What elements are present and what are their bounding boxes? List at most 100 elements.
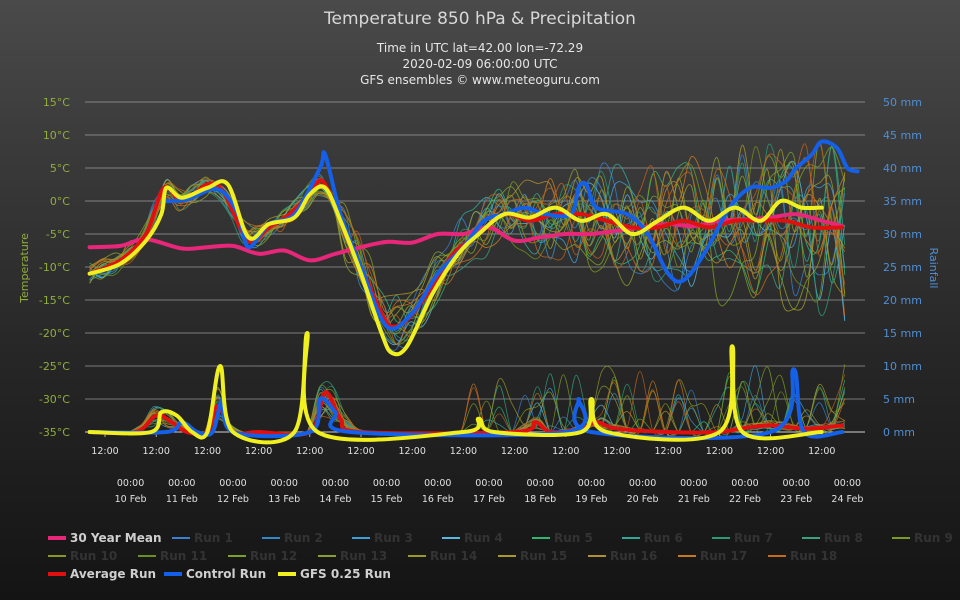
legend-label: Run 10 (70, 549, 117, 563)
x-date-label: 19 Feb (575, 494, 607, 505)
x-date-label: 11 Feb (166, 494, 198, 505)
legend-item[interactable]: Run 18 (768, 549, 837, 563)
legend-item[interactable]: Run 7 (712, 531, 773, 545)
x-tick-label-noon: 12:00 (194, 446, 221, 457)
x-date-label: 24 Feb (831, 494, 863, 505)
legend-label: Run 9 (914, 531, 953, 545)
x-date-label: 17 Feb (473, 494, 505, 505)
x-tick-label-noon: 12:00 (808, 446, 835, 457)
x-tick-label-midnight: 00:00 (578, 478, 605, 489)
legend-item[interactable]: Run 15 (498, 549, 567, 563)
temperature-tick-label: -15°C (39, 294, 70, 307)
x-tick-label-midnight: 00:00 (322, 478, 349, 489)
legend-item[interactable]: Average Run (48, 567, 156, 581)
legend-label: Run 14 (430, 549, 477, 563)
legend-item[interactable]: Run 17 (678, 549, 747, 563)
x-tick-label-midnight: 00:00 (424, 478, 451, 489)
x-tick-label-noon: 12:00 (603, 446, 630, 457)
legend-item[interactable]: Run 12 (228, 549, 297, 563)
grid-lines (85, 101, 865, 433)
legend-item[interactable]: Run 3 (352, 531, 413, 545)
gfs-0-25-run-temperature-line (87, 179, 824, 357)
legend-label: Run 5 (554, 531, 593, 545)
legend-label: 30 Year Mean (70, 531, 162, 545)
legend-item[interactable]: Run 4 (442, 531, 503, 545)
legend-item[interactable]: Run 14 (408, 549, 477, 563)
x-tick-label-midnight: 00:00 (168, 478, 195, 489)
legend-label: GFS 0.25 Run (300, 567, 391, 581)
gfs-0-25-run-rainfall-line (87, 331, 824, 445)
legend-item[interactable]: Run 6 (622, 531, 683, 545)
legend: 30 Year Mean Run 1 Run 2 Run 3 Run 4 Run 5 Run… (48, 531, 953, 581)
control-run-temperature-line (164, 139, 860, 331)
x-tick-label-midnight: 00:00 (373, 478, 400, 489)
legend-label: Run 15 (520, 549, 567, 563)
subtitle-line-3: GFS ensembles © www.meteoguru.com (360, 73, 600, 87)
legend-item[interactable]: Control Run (164, 567, 266, 581)
temperature-tick-label: -20°C (39, 327, 70, 340)
x-tick-label-midnight: 00:00 (680, 478, 707, 489)
legend-item[interactable]: Run 2 (262, 531, 323, 545)
legend-item[interactable]: Run 5 (532, 531, 593, 545)
temperature-tick-label: 15°C (43, 96, 70, 109)
legend-item[interactable]: Run 8 (802, 531, 863, 545)
x-tick-label-midnight: 00:00 (219, 478, 246, 489)
rainfall-tick-label: 5 mm (883, 393, 915, 406)
rainfall-tick-label: 30 mm (883, 228, 922, 241)
x-tick-label-noon: 12:00 (245, 446, 272, 457)
rainfall-tick-label: 15 mm (883, 327, 922, 340)
x-tick-label-midnight: 00:00 (527, 478, 554, 489)
temperature-tick-label: 10°C (43, 129, 70, 142)
legend-label: Run 6 (644, 531, 683, 545)
x-date-label: 10 Feb (115, 494, 147, 505)
legend-label: Run 11 (160, 549, 207, 563)
x-tick-label-midnight: 00:00 (629, 478, 656, 489)
x-date-label: 14 Feb (319, 494, 351, 505)
x-date-label: 15 Feb (371, 494, 403, 505)
x-tick-label-noon: 12:00 (399, 446, 426, 457)
rainfall-tick-label: 10 mm (883, 360, 922, 373)
x-date-label: 20 Feb (627, 494, 659, 505)
legend-item[interactable]: Run 13 (318, 549, 387, 563)
legend-label: Run 3 (374, 531, 413, 545)
x-tick-label-noon: 12:00 (706, 446, 733, 457)
rainfall-tick-label: 25 mm (883, 261, 922, 274)
x-date-label: 18 Feb (524, 494, 556, 505)
temperature-tick-label: -25°C (39, 360, 70, 373)
subtitle-line-1: Time in UTC lat=42.00 lon=-72.29 (376, 41, 583, 55)
legend-label: Run 17 (700, 549, 747, 563)
temperature-tick-label: -5°C (46, 228, 70, 241)
legend-item[interactable]: 30 Year Mean (48, 531, 162, 545)
legend-item[interactable]: Run 11 (138, 549, 207, 563)
x-tick-label-noon: 12:00 (347, 446, 374, 457)
legend-item[interactable]: Run 9 (892, 531, 953, 545)
legend-item[interactable]: GFS 0.25 Run (278, 567, 391, 581)
x-date-label: 12 Feb (217, 494, 249, 505)
rainfall-tick-label: 45 mm (883, 129, 922, 142)
temperature-tick-label: -30°C (39, 393, 70, 406)
legend-label: Run 4 (464, 531, 503, 545)
temperature-axis-label: Temperature (18, 233, 31, 304)
legend-label: Run 13 (340, 549, 387, 563)
x-tick-label-noon: 12:00 (91, 446, 118, 457)
temperature-tick-label: 0°C (50, 195, 70, 208)
x-date-label: 23 Feb (780, 494, 812, 505)
rainfall-tick-label: 40 mm (883, 162, 922, 175)
ensemble-run-temperature-line (89, 174, 846, 349)
x-tick-label-noon: 12:00 (296, 446, 323, 457)
ensemble-run-temperature-line (89, 145, 846, 327)
legend-item[interactable]: Run 1 (172, 531, 233, 545)
x-tick-label-noon: 12:00 (552, 446, 579, 457)
x-tick-label-noon: 12:00 (143, 446, 170, 457)
temperature-tick-label: -10°C (39, 261, 70, 274)
legend-label: Average Run (70, 567, 156, 581)
rainfall-axis: 50 mm 45 mm 40 mm 35 mm 30 mm 25 mm 20 mm 15 mm… (883, 96, 922, 439)
legend-label: Run 18 (790, 549, 837, 563)
x-tick-label-noon: 12:00 (655, 446, 682, 457)
legend-item[interactable]: Run 10 (48, 549, 117, 563)
legend-label: Run 12 (250, 549, 297, 563)
legend-label: Control Run (186, 567, 266, 581)
control-run-rainfall-line (87, 367, 845, 441)
legend-item[interactable]: Run 16 (588, 549, 657, 563)
